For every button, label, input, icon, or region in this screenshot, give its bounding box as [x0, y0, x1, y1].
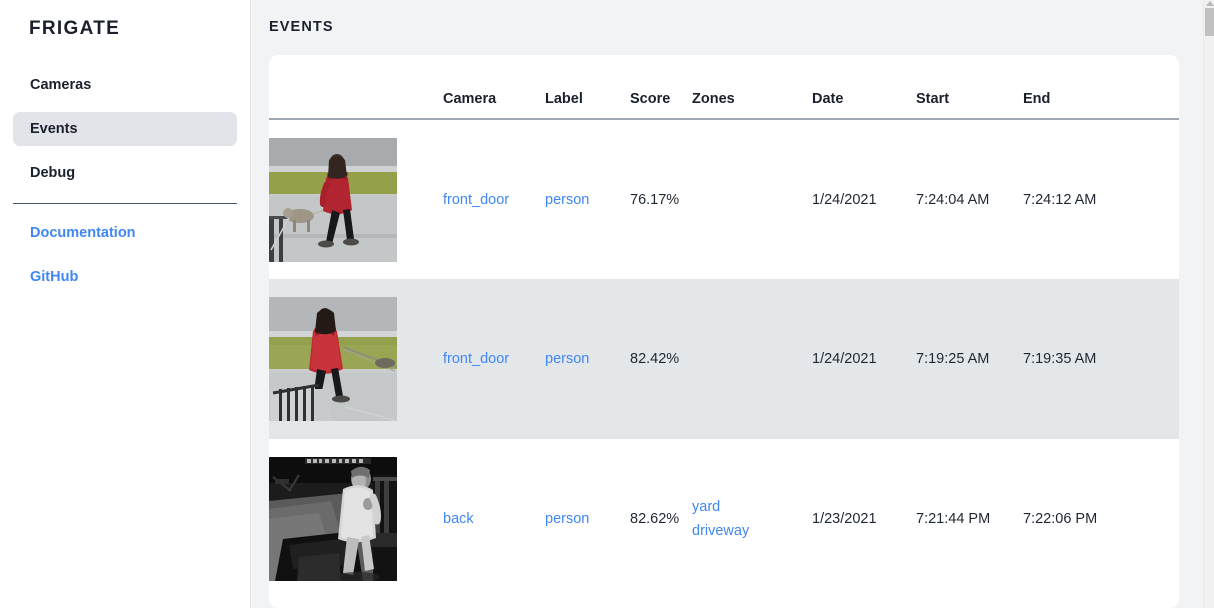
column-header-camera[interactable]: Camera	[443, 55, 545, 120]
event-camera-cell: front_door	[443, 279, 545, 439]
events-table-head: Camera Label Score Zones Date Start End	[269, 55, 1179, 120]
event-score-value: 82.42%	[630, 351, 680, 367]
event-label-cell: person	[545, 439, 630, 599]
sidebar-item-debug[interactable]: Debug	[30, 165, 76, 181]
event-thumbnail-cell[interactable]	[269, 439, 443, 599]
event-camera-link[interactable]: back	[443, 511, 474, 527]
column-header-spacer	[1138, 55, 1179, 120]
main-content: EVENTS Camera Label Score Zones Date Sta…	[251, 0, 1214, 608]
page-scrollbar-thumb[interactable]	[1205, 8, 1214, 36]
column-header-score[interactable]: Score	[630, 55, 692, 120]
event-date-value: 1/24/2021	[812, 191, 877, 208]
table-row[interactable]: front_door person 82.42% 1/24/2021 7:19:…	[269, 279, 1179, 439]
column-header-zones[interactable]: Zones	[692, 55, 812, 120]
event-thumbnail-image-daytime-dog-walker[interactable]	[269, 137, 397, 262]
event-row-spacer	[1138, 439, 1179, 599]
event-camera-link[interactable]: front_door	[443, 191, 510, 208]
event-end-value: 7:24:12 AM	[1023, 191, 1097, 208]
page-scrollbar-track[interactable]	[1203, 0, 1214, 608]
events-card: Camera Label Score Zones Date Start End	[269, 55, 1179, 608]
event-thumbnail-image-daytime-sidewalk-walker[interactable]	[269, 297, 397, 421]
event-start-value: 7:21:44 PM	[916, 511, 991, 527]
event-start-value: 7:19:25 AM	[916, 351, 990, 367]
table-row[interactable]: front_door person 76.17% 1/24/2021 7:24:…	[269, 119, 1179, 279]
event-zones-cell: yard driveway	[692, 439, 812, 599]
sidebar-link-github[interactable]: GitHub	[30, 269, 79, 285]
events-table-body: front_door person 76.17% 1/24/2021 7:24:…	[269, 119, 1179, 599]
sidebar-item-cameras[interactable]: Cameras	[30, 77, 92, 93]
table-row[interactable]: back person 82.62% yard driveway 1/23/20…	[269, 439, 1179, 599]
column-header-date[interactable]: Date	[812, 55, 916, 120]
sidebar-link-documentation[interactable]: Documentation	[30, 225, 136, 241]
event-date-value: 1/23/2021	[812, 511, 877, 527]
scroll-up-arrow-icon[interactable]	[1206, 1, 1214, 6]
event-label-link[interactable]: person	[545, 351, 590, 367]
event-zones-cell	[692, 119, 812, 279]
event-camera-link[interactable]: front_door	[443, 351, 510, 367]
sidebar-item-events[interactable]: Events	[13, 112, 237, 146]
event-label-cell: person	[545, 279, 630, 439]
sidebar-external-links: Documentation GitHub	[0, 218, 250, 292]
event-label-link[interactable]: person	[545, 511, 590, 527]
event-label-cell: person	[545, 119, 630, 279]
event-start-value: 7:24:04 AM	[916, 191, 990, 208]
column-header-thumbnail	[269, 55, 443, 120]
event-score-value: 76.17%	[630, 191, 680, 208]
column-header-start[interactable]: Start	[916, 55, 1023, 120]
event-row-spacer	[1138, 279, 1179, 439]
event-zone-link-driveway[interactable]: driveway	[692, 523, 750, 539]
column-header-end[interactable]: End	[1023, 55, 1138, 120]
events-table: Camera Label Score Zones Date Start End	[269, 55, 1179, 599]
event-end-value: 7:19:35 AM	[1023, 351, 1097, 367]
event-zones-cell	[692, 279, 812, 439]
sidebar: FRIGATE Cameras Events Debug Documentati…	[0, 0, 251, 608]
page-title: EVENTS	[269, 19, 334, 35]
column-header-label[interactable]: Label	[545, 55, 630, 120]
event-thumbnail-cell[interactable]	[269, 279, 443, 439]
event-end-value: 7:22:06 PM	[1023, 511, 1098, 527]
event-label-link[interactable]: person	[545, 191, 590, 208]
sidebar-divider	[13, 203, 237, 204]
table-header-row: Camera Label Score Zones Date Start End	[269, 55, 1179, 120]
event-camera-cell: back	[443, 439, 545, 599]
event-zone-link-yard[interactable]: yard	[692, 499, 721, 515]
event-thumbnail-image-night-vision-person[interactable]	[269, 457, 397, 581]
sidebar-nav: Cameras Events Debug	[0, 68, 250, 190]
event-row-spacer	[1138, 119, 1179, 279]
event-date-value: 1/24/2021	[812, 351, 877, 367]
app-brand-title: FRIGATE	[29, 18, 121, 39]
event-camera-cell: front_door	[443, 119, 545, 279]
event-thumbnail-cell[interactable]	[269, 119, 443, 279]
event-score-value: 82.62%	[630, 511, 680, 527]
